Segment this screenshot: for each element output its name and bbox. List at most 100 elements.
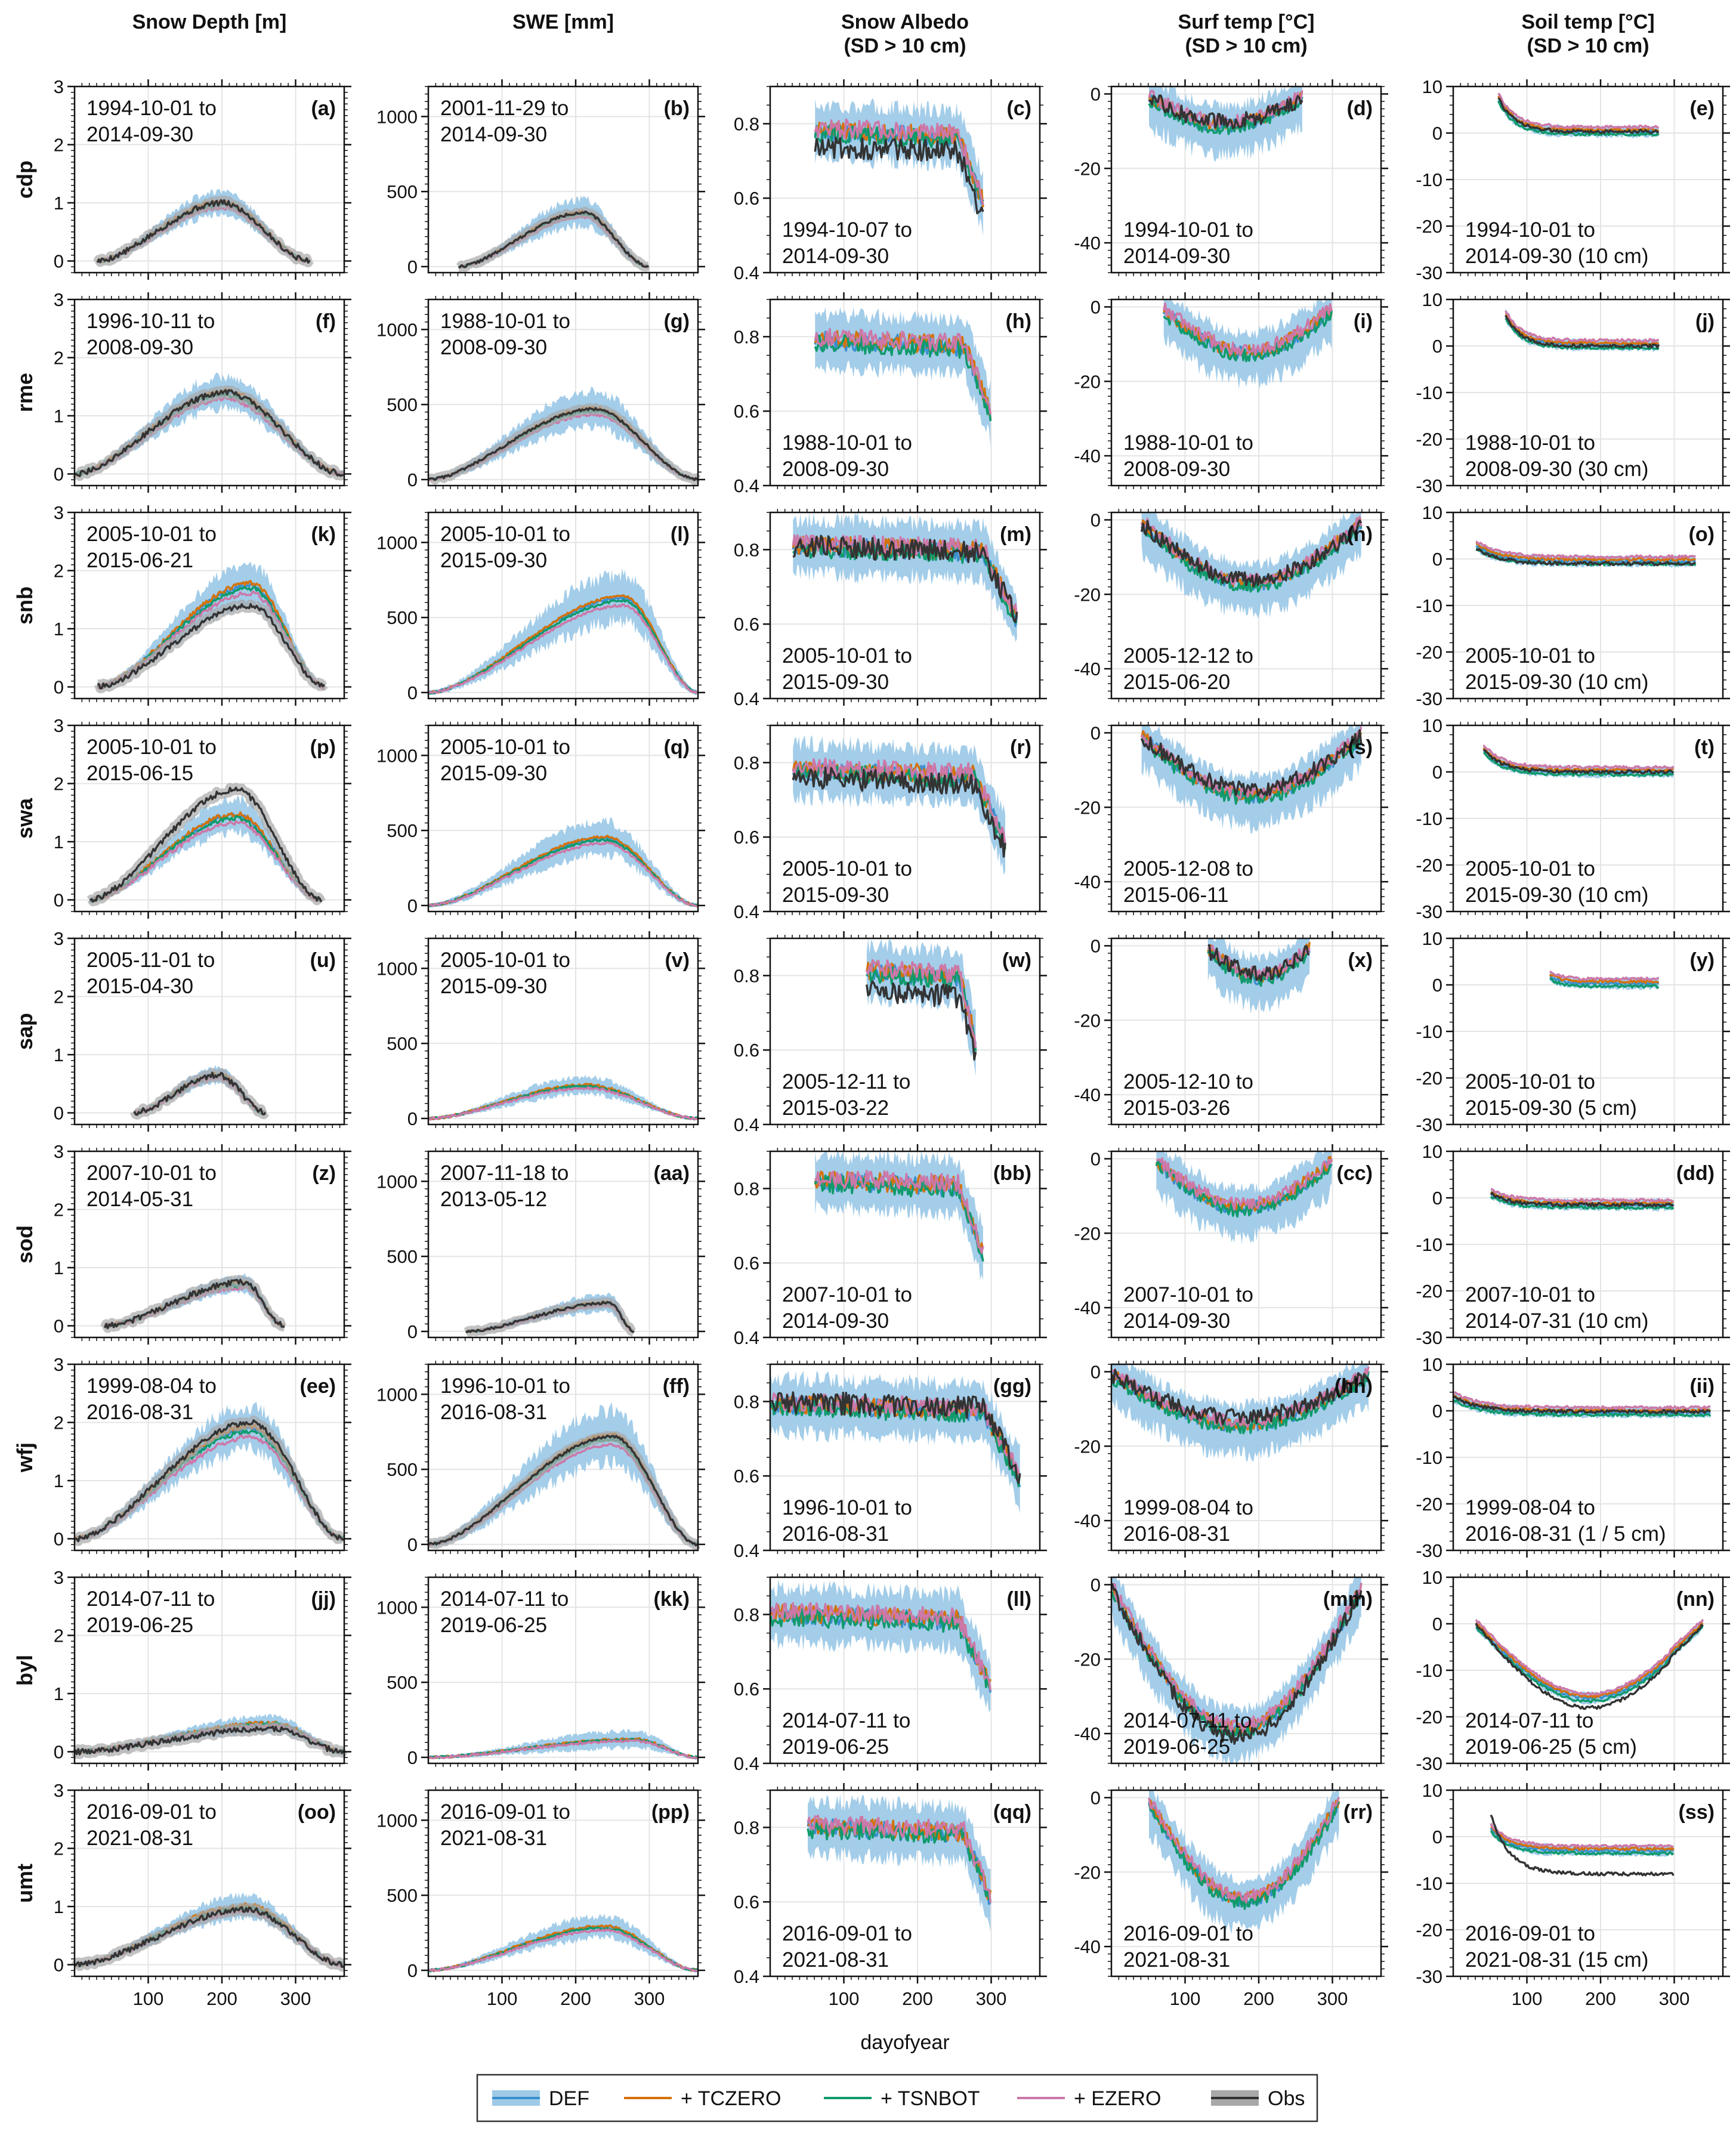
period-annotation: 2014-05-31	[87, 1188, 193, 1211]
panel-letter: (dd)	[1676, 1162, 1715, 1185]
period-annotation: 2015-09-30	[782, 671, 889, 694]
axes-frame	[427, 1363, 699, 1552]
panel-letter: (v)	[665, 949, 690, 972]
ezero-line	[1475, 540, 1696, 560]
obs-band	[425, 403, 701, 485]
def-spread-band	[429, 387, 697, 482]
column-title: Snow Albedo	[841, 11, 969, 33]
y-tick-label: 0	[1432, 336, 1442, 357]
y-tick-label: 0	[1432, 549, 1442, 570]
y-tick-label: 10	[1422, 715, 1442, 736]
period-annotation: 2005-11-01 to	[87, 948, 215, 972]
period-annotation: 2005-10-01 to	[1465, 1070, 1595, 1093]
period-annotation: 2005-10-01 to	[440, 948, 570, 972]
y-tick-label: -20	[1416, 642, 1442, 663]
panel-snb-1: 0 500 1000 (l) 2005-10-01 to 2015-09-30	[376, 505, 705, 706]
panel-sod-3: -40 -20 0 (cc) 2007-10-01 to 2014-09-30	[1074, 1144, 1388, 1345]
period-annotation: 2007-11-18 to	[440, 1161, 569, 1185]
ezero-line	[428, 1086, 698, 1121]
y-tick-label: -10	[1416, 169, 1442, 190]
ezero-line	[1490, 1188, 1674, 1203]
axes-frame	[427, 511, 699, 700]
panel-letter: (f)	[316, 310, 336, 333]
obs-line	[792, 767, 1006, 858]
y-tick-label: 0	[407, 1321, 418, 1342]
y-tick-label: 0	[54, 1103, 64, 1124]
column-title: (SD > 10 cm)	[1527, 35, 1649, 57]
period-annotation: 2001-11-29 to	[440, 97, 569, 120]
y-tick-label: 1000	[376, 1384, 418, 1405]
def-spread-band	[866, 938, 976, 1077]
def-spread-band	[793, 512, 1017, 642]
y-tick-label: -10	[1416, 1021, 1442, 1042]
period-annotation: 2014-07-31 (10 cm)	[1465, 1309, 1648, 1333]
y-tick-label: 0	[54, 464, 64, 485]
panel-swa-2: 0.4 0.6 0.8 (r) 2005-10-01 to 2015-09-30	[734, 718, 1047, 922]
y-tick-label: 0.4	[734, 475, 759, 496]
panel-letter: (o)	[1689, 523, 1715, 546]
y-tick-label: -40	[1074, 872, 1101, 892]
y-tick-label: -40	[1074, 1297, 1101, 1318]
panel-letter: (a)	[311, 97, 336, 120]
axes-frame	[1110, 1150, 1382, 1339]
site-label: snb	[13, 586, 37, 625]
panel-wfj-0: 0 1 2 3 (ee) 1999-08-04 to 2016-08-31	[54, 1354, 351, 1558]
tsnbot-line	[1148, 97, 1303, 135]
period-annotation: 2005-10-01 to	[87, 736, 217, 759]
panel-cdp-3: -40 -20 0 (d) 1994-10-01 to 2014-09-30	[1074, 79, 1388, 280]
y-tick-label: 500	[387, 394, 418, 415]
y-tick-label: -20	[1074, 1223, 1101, 1244]
panel-sod-2: 0.4 0.6 0.8 (bb) 2007-10-01 to 2014-09-30	[734, 1144, 1047, 1348]
obs-line	[1505, 314, 1660, 349]
panel-letter: (r)	[1010, 736, 1031, 759]
y-tick-label: 0.8	[734, 326, 759, 347]
site-label: sod	[13, 1225, 37, 1263]
obs-line	[771, 1391, 1021, 1484]
period-annotation: 2015-03-26	[1123, 1096, 1230, 1120]
panel-letter: (n)	[1347, 523, 1373, 546]
obs-line	[103, 1278, 285, 1330]
def-spread-band	[429, 1074, 697, 1120]
obs-line	[96, 199, 311, 264]
panel-letter: (p)	[310, 736, 336, 759]
axes-frame	[1110, 298, 1382, 487]
ezero-line	[428, 603, 699, 694]
y-tick-label: 10	[1422, 1141, 1442, 1162]
y-tick-label: 0	[54, 1316, 64, 1337]
y-tick-label: 0	[1432, 1188, 1442, 1209]
y-tick-label: 1000	[376, 1171, 418, 1192]
y-tick-label: 0.6	[734, 1040, 759, 1061]
period-annotation: 1988-10-01 to	[440, 310, 570, 333]
y-tick-label: -40	[1074, 233, 1101, 254]
obs-line	[1140, 729, 1363, 797]
period-annotation: 1994-10-01 to	[1465, 218, 1595, 242]
period-annotation: 2005-12-11 to	[782, 1070, 910, 1093]
tsnbot-line	[1155, 1160, 1332, 1218]
axes-frame	[427, 85, 699, 274]
period-annotation: 2005-10-01 to	[1465, 644, 1595, 668]
site-label: rme	[13, 373, 37, 412]
y-tick-label: 500	[387, 1246, 418, 1267]
y-tick-label: 0	[54, 1529, 64, 1550]
panel-letter: (w)	[1002, 949, 1031, 972]
y-tick-label: -30	[1416, 688, 1442, 709]
panel-rme-1: 0 500 1000 (g) 1988-10-01 to 2008-09-30	[376, 292, 705, 493]
y-tick-label: 0	[54, 677, 64, 698]
y-tick-label: 0.4	[734, 1327, 759, 1348]
y-tick-label: 500	[387, 1459, 418, 1480]
y-tick-label: 2	[54, 135, 64, 156]
tczero-line	[814, 330, 991, 419]
y-tick-label: 0	[1432, 762, 1442, 783]
obs-band	[87, 783, 326, 907]
tczero-line	[1155, 1155, 1333, 1214]
def-spread-band	[815, 98, 983, 237]
panel-sap-3: -40 -20 0 (x) 2005-12-10 to 2015-03-26	[1074, 931, 1388, 1132]
y-tick-label: 1000	[376, 958, 418, 979]
panel-letter: (d)	[1347, 97, 1373, 120]
panel-rme-3: -40 -20 0 (i) 1988-10-01 to 2008-09-30	[1074, 292, 1388, 493]
period-annotation: 2005-10-01 to	[440, 523, 570, 546]
y-tick-label: 2	[54, 987, 64, 1008]
obs-line	[458, 210, 649, 268]
panel-swa-3: -40 -20 0 (s) 2005-12-08 to 2015-06-11	[1074, 718, 1388, 919]
